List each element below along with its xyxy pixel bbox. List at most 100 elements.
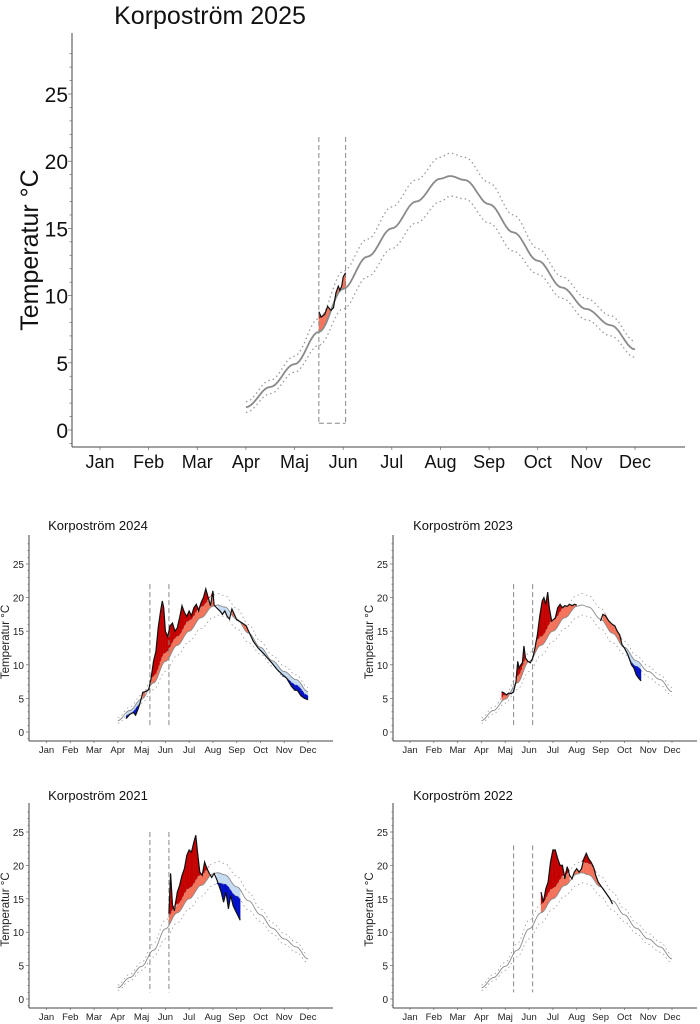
x-tick-label: Feb (133, 452, 164, 472)
x-tick-label: Feb (62, 1012, 78, 1023)
observed-line (599, 613, 642, 682)
x-tick-label: Jul (547, 1012, 559, 1023)
upper-band-line (481, 593, 673, 719)
x-tick-label: Jan (85, 452, 114, 472)
above-mean-fill (186, 620, 190, 633)
y-tick-label: 0 (18, 995, 24, 1006)
mean-line (481, 604, 673, 722)
y-tick-label: 15 (45, 218, 68, 241)
above-mean-fill (583, 861, 587, 875)
y-axis-label: Temperatur °C (16, 169, 44, 330)
mean-line (117, 872, 309, 989)
x-tick-label: Oct (524, 452, 552, 472)
x-tick-label: Mar (86, 1012, 102, 1023)
y-tick-label: 0 (382, 995, 388, 1006)
x-tick-label: Jan (39, 1012, 54, 1023)
y-tick-label: 20 (377, 594, 389, 605)
y-axis-label: Temperatur °C (364, 872, 376, 946)
lower-band-line (481, 882, 673, 991)
x-tick-label: Mar (449, 1012, 465, 1023)
below-mean-fill (235, 886, 239, 897)
observed-line (318, 272, 347, 319)
y-tick-label: 5 (382, 694, 388, 705)
chart-title: Korpoström 2025 (114, 2, 306, 30)
x-tick-label: Dec (664, 1012, 681, 1023)
x-tick-label: Jan (39, 745, 54, 756)
upper-band-line (117, 593, 309, 719)
x-tick-label: Feb (62, 745, 78, 756)
y-tick-label: 0 (382, 728, 388, 739)
y-tick-label: 15 (377, 895, 389, 906)
x-tick-label: Sep (592, 1012, 609, 1023)
above-upper-fill (542, 597, 545, 637)
x-tick-label: Nov (276, 745, 293, 756)
mean-line (481, 872, 673, 989)
y-tick-label: 20 (13, 861, 25, 872)
lower-band-line (117, 614, 309, 724)
x-tick-label: Aug (204, 1012, 221, 1023)
y-tick-label: 15 (13, 895, 25, 906)
mean-line (117, 604, 309, 722)
x-tick-label: Maj (134, 745, 149, 756)
x-tick-label: Maj (134, 1012, 149, 1023)
above-mean-fill (188, 618, 192, 632)
lower-band-line (245, 195, 636, 414)
x-tick-label: Nov (640, 745, 657, 756)
y-tick-label: 10 (377, 928, 389, 939)
x-tick-label: Maj (280, 452, 309, 472)
x-tick-label: Oct (617, 1012, 632, 1023)
below-lower-fill (638, 666, 642, 682)
y-tick-label: 25 (13, 560, 25, 571)
y-tick-label: 10 (45, 286, 68, 309)
upper-band-line (117, 860, 309, 986)
above-mean-fill (200, 605, 204, 618)
y-tick-label: 25 (377, 828, 389, 839)
x-tick-label: Jul (183, 1012, 195, 1023)
y-tick-label: 0 (56, 420, 68, 443)
above-mean-fill (552, 886, 556, 900)
chart-title: Korpoström 2021 (48, 788, 148, 803)
observed-line (168, 835, 241, 921)
observed-line (501, 592, 577, 696)
mean-line (245, 175, 636, 409)
x-tick-label: Jun (329, 452, 358, 472)
chart-title: Korpoström 2022 (413, 788, 513, 803)
x-tick-label: Jul (547, 745, 559, 756)
x-tick-label: Dec (619, 452, 651, 472)
x-tick-label: Jan (402, 1012, 417, 1023)
x-tick-label: Oct (617, 745, 632, 756)
chart-2025: Korpoström 2025 0 5 10 15 20 25 Jan Feb Mar Apr Maj… (16, 2, 685, 472)
x-tick-label: Maj (498, 1012, 513, 1023)
x-tick-label: Mar (182, 452, 213, 472)
y-tick-label: 5 (18, 962, 24, 973)
y-tick-label: 5 (18, 694, 24, 705)
above-mean-fill (188, 886, 192, 900)
x-tick-label: Jan (402, 745, 417, 756)
above-upper-fill (552, 849, 556, 889)
upper-band-line (245, 152, 636, 403)
x-tick-label: Nov (640, 1012, 657, 1023)
y-axis-label: Temperatur °C (364, 605, 376, 679)
observed-line (540, 849, 614, 905)
x-tick-label: Dec (300, 1012, 317, 1023)
x-tick-label: Aug (424, 452, 456, 472)
x-tick-label: Aug (568, 1012, 585, 1023)
x-tick-label: Dec (300, 745, 317, 756)
y-tick-label: 15 (377, 627, 389, 638)
x-tick-label: Nov (276, 1012, 293, 1023)
y-tick-label: 5 (382, 962, 388, 973)
above-mean-fill (564, 606, 568, 618)
y-tick-label: 20 (13, 594, 25, 605)
chart-title: Korpoström 2023 (413, 518, 513, 533)
above-mean-fill (199, 874, 203, 886)
above-mean-fill (562, 606, 565, 620)
above-upper-fill (188, 849, 192, 889)
y-tick-label: 10 (377, 661, 389, 672)
x-tick-label: Oct (253, 1012, 268, 1023)
y-tick-label: 0 (18, 728, 24, 739)
chart-title: Korpoström 2024 (48, 518, 148, 533)
x-tick-label: Oct (253, 745, 268, 756)
x-tick-label: Feb (426, 1012, 442, 1023)
y-tick-label: 25 (377, 560, 389, 571)
